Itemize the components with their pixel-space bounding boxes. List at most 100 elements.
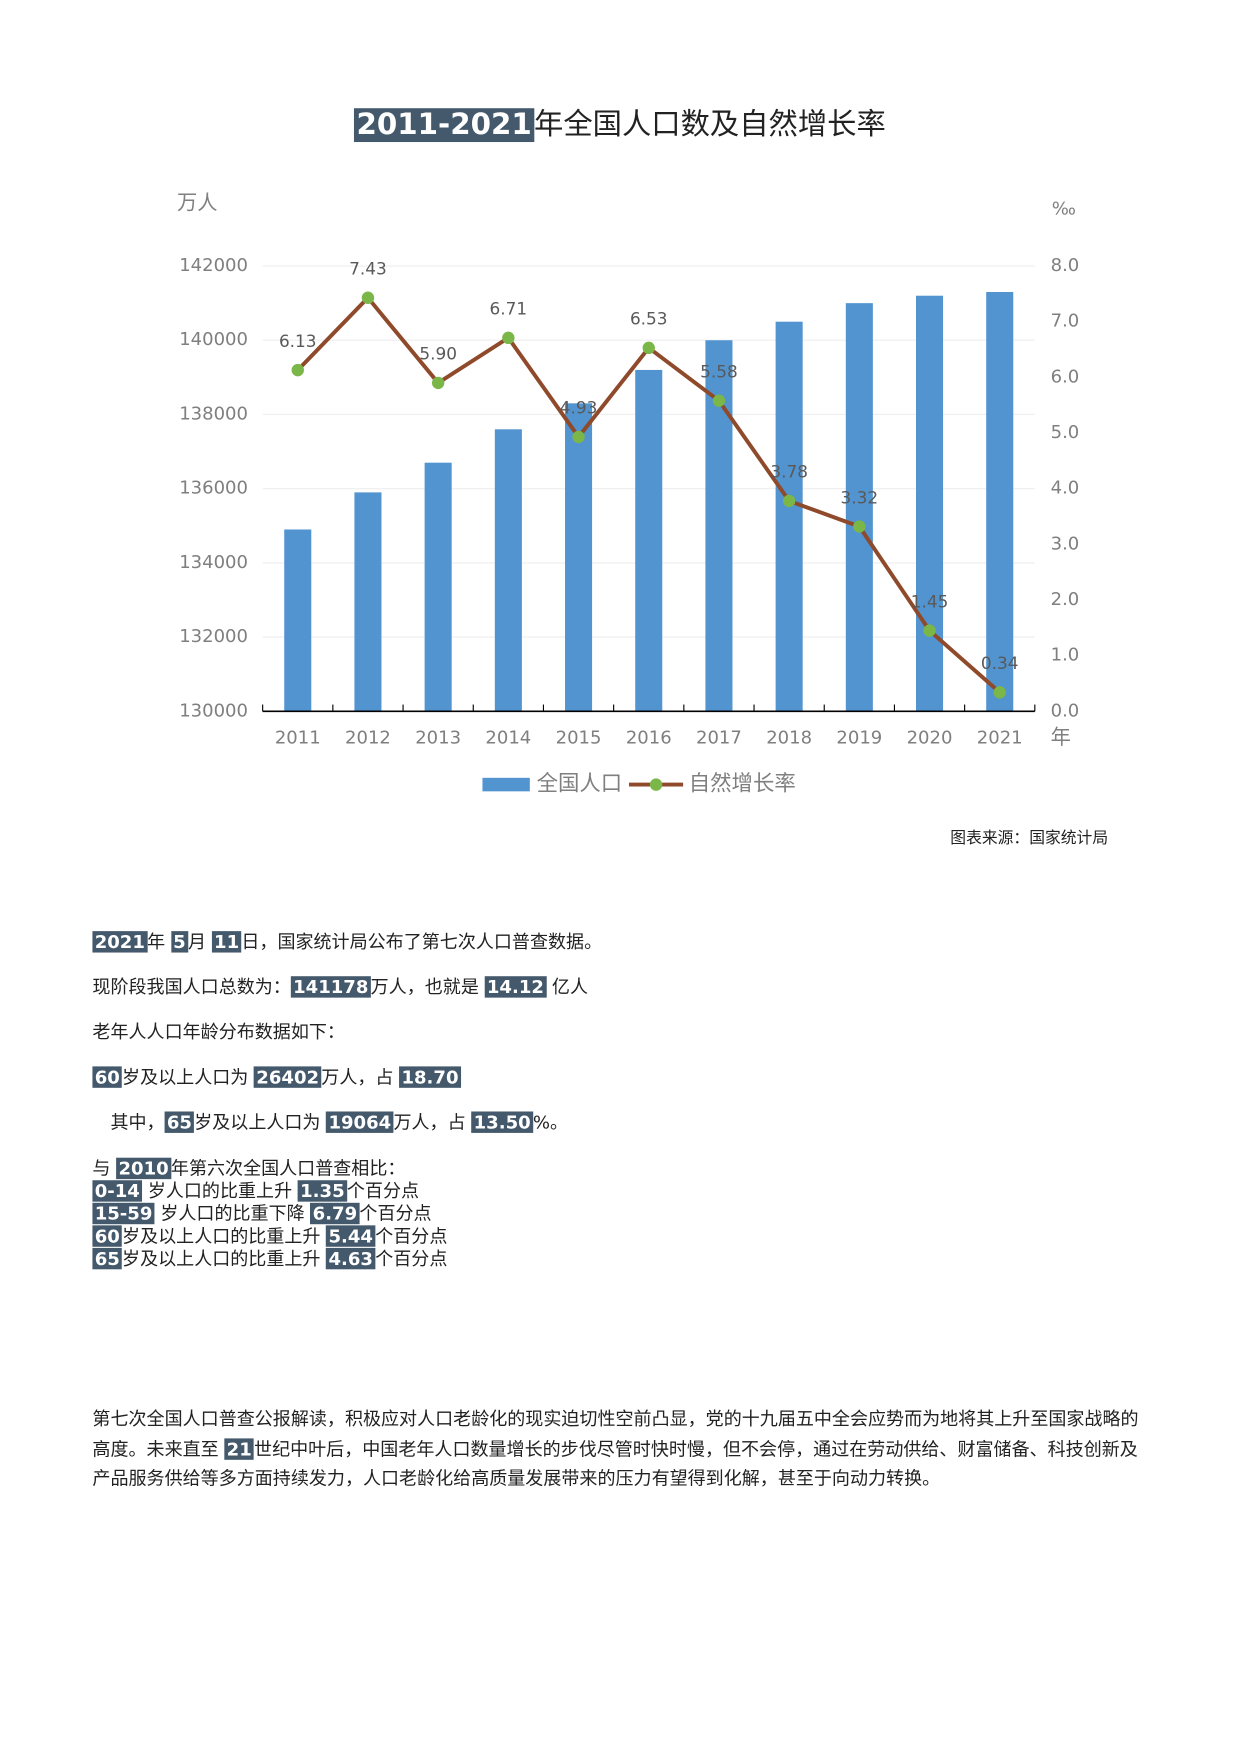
bar xyxy=(775,321,803,712)
text: 岁及以上人口的比重上升 xyxy=(122,1247,327,1270)
highlight-text: 14.12 xyxy=(484,976,547,998)
highlight-text: 18.70 xyxy=(399,1066,461,1088)
data-label: 0.34 xyxy=(981,653,1019,673)
text: 老年人人口年龄分布数据如下： xyxy=(92,1021,345,1043)
bar xyxy=(565,403,593,712)
y2-tick-label: 4.0 xyxy=(1051,478,1080,499)
highlight-text: 60 xyxy=(92,1225,123,1247)
x-tick-label: 2018 xyxy=(766,727,812,748)
highlight-text: 6.79 xyxy=(310,1202,360,1225)
x-tick-label: 2014 xyxy=(485,727,531,748)
text-line: 其中， 65 岁及以上人口为 19064 万人，占 13.50%。 xyxy=(110,1107,568,1134)
y2-tick-label: 1.0 xyxy=(1051,645,1080,666)
highlight-text: 60 xyxy=(92,1066,123,1088)
text: 岁及以上人口为 xyxy=(194,1111,327,1133)
x-tick-label: 2021 xyxy=(977,727,1023,748)
highlight-text: 141178 xyxy=(290,976,371,998)
text: 岁及以上人口的比重上升 xyxy=(122,1225,327,1247)
text-line: 0-14 岁人口的比重上升 1.35 个百分点 xyxy=(92,1176,419,1203)
text-line: 老年人人口年龄分布数据如下： xyxy=(92,1017,345,1044)
highlight-text: 5.44 xyxy=(326,1225,376,1247)
data-label: 3.32 xyxy=(841,487,879,507)
legend-marker xyxy=(649,778,663,791)
bar xyxy=(986,292,1014,712)
highlight-text: 13.50 xyxy=(471,1111,533,1133)
marker xyxy=(993,686,1006,699)
y-tick-label: 138000 xyxy=(179,403,248,424)
source: 图表来源：国家统计局 xyxy=(950,829,1109,848)
x-tick-label: 2015 xyxy=(556,727,602,748)
text-line: 15-59 岁人口的比重下降 6.79 个百分点 xyxy=(92,1198,432,1225)
highlight-text: 15-59 xyxy=(92,1202,155,1225)
text: 个百分点 xyxy=(375,1247,448,1270)
marker xyxy=(502,331,515,345)
text: 年全国人口数及自然增长率 xyxy=(534,108,886,143)
text: 万人，占 xyxy=(321,1066,400,1088)
legend-swatch xyxy=(482,777,530,792)
data-label: 1.45 xyxy=(911,591,949,611)
text-line: 65 岁及以上人口的比重上升 4.63 个百分点 xyxy=(92,1243,447,1270)
text: 现阶段我国人口总数为： xyxy=(92,976,291,998)
y-tick-label: 136000 xyxy=(179,478,248,499)
bar xyxy=(916,295,944,712)
text: 年 xyxy=(147,931,171,953)
marker xyxy=(923,624,936,637)
highlight-text: 21 xyxy=(224,1437,255,1460)
y2-tick-label: 7.0 xyxy=(1051,311,1080,332)
highlight-text: 65 xyxy=(164,1111,195,1133)
bar xyxy=(845,303,873,712)
data-label: 4.93 xyxy=(560,398,598,418)
text: 月 xyxy=(187,931,212,953)
highlight-text: 65 xyxy=(92,1247,123,1270)
x-tick-label: 2011 xyxy=(275,727,321,748)
title: 2011-2021年全国人口数及自然增长率 xyxy=(0,101,1240,143)
text: 第七次全国人口普查公报解读，积极应对人口老龄化的现实迫切性空前凸显，党的十九届五… xyxy=(92,1407,1139,1460)
highlight-text: 26402 xyxy=(254,1066,322,1088)
data-label: 5.90 xyxy=(419,344,457,364)
x-tick-label: 2019 xyxy=(836,727,882,748)
bar xyxy=(284,529,312,712)
y2-tick-label: 5.0 xyxy=(1051,422,1080,443)
bar xyxy=(424,462,452,712)
bar xyxy=(354,492,382,712)
y-tick-label: 130000 xyxy=(179,700,248,721)
marker xyxy=(782,494,796,508)
chart: 万人 ‰ 年 130000 132000 134000 136000 138000 140000… xyxy=(177,191,1080,797)
marker xyxy=(361,291,375,304)
y-axis-unit: 万人 xyxy=(177,191,218,215)
marker xyxy=(642,341,655,355)
highlight-text: 5 xyxy=(170,931,188,953)
text: 世纪中叶后，中国老年人口数量增长的步伐尽管时快时慢，但不会停，通过在劳动供给、财… xyxy=(92,1437,1138,1490)
y2-tick-label: 8.0 xyxy=(1051,255,1080,276)
x-axis-unit: 年 xyxy=(1051,725,1071,749)
marker xyxy=(572,430,585,444)
y-tick-label: 140000 xyxy=(179,329,248,350)
bar xyxy=(635,369,663,712)
text: %。 xyxy=(532,1111,569,1133)
marker xyxy=(853,520,866,533)
y-tick-label: 134000 xyxy=(179,552,248,573)
x-tick-label: 2013 xyxy=(415,727,461,748)
text: 个百分点 xyxy=(359,1202,432,1225)
data-label: 7.43 xyxy=(349,259,387,279)
text: 岁及以上人口为 xyxy=(122,1066,255,1088)
y-tick-label: 132000 xyxy=(179,626,248,647)
marker xyxy=(291,363,304,377)
text-line: 现阶段我国人口总数为： 141178 万人，也就是 14.12 亿人 xyxy=(92,972,588,999)
text: 万人，也就是 xyxy=(370,976,485,998)
legend-label: 全国人口 xyxy=(537,772,623,797)
legend-label: 自然增长率 xyxy=(689,772,796,797)
y-tick-label: 142000 xyxy=(179,255,248,276)
highlight-text: 2011-2021 xyxy=(354,108,535,143)
text: 万人，占 xyxy=(393,1111,472,1133)
y2-tick-label: 2.0 xyxy=(1051,589,1080,610)
bar xyxy=(494,429,522,712)
data-label: 6.71 xyxy=(490,299,528,319)
data-label: 5.58 xyxy=(700,362,738,382)
highlight-text: 4.63 xyxy=(326,1247,376,1270)
text: 日，国家统计局公布了第七次人口普查数据。 xyxy=(241,931,603,953)
highlight-text: 11 xyxy=(211,931,242,953)
